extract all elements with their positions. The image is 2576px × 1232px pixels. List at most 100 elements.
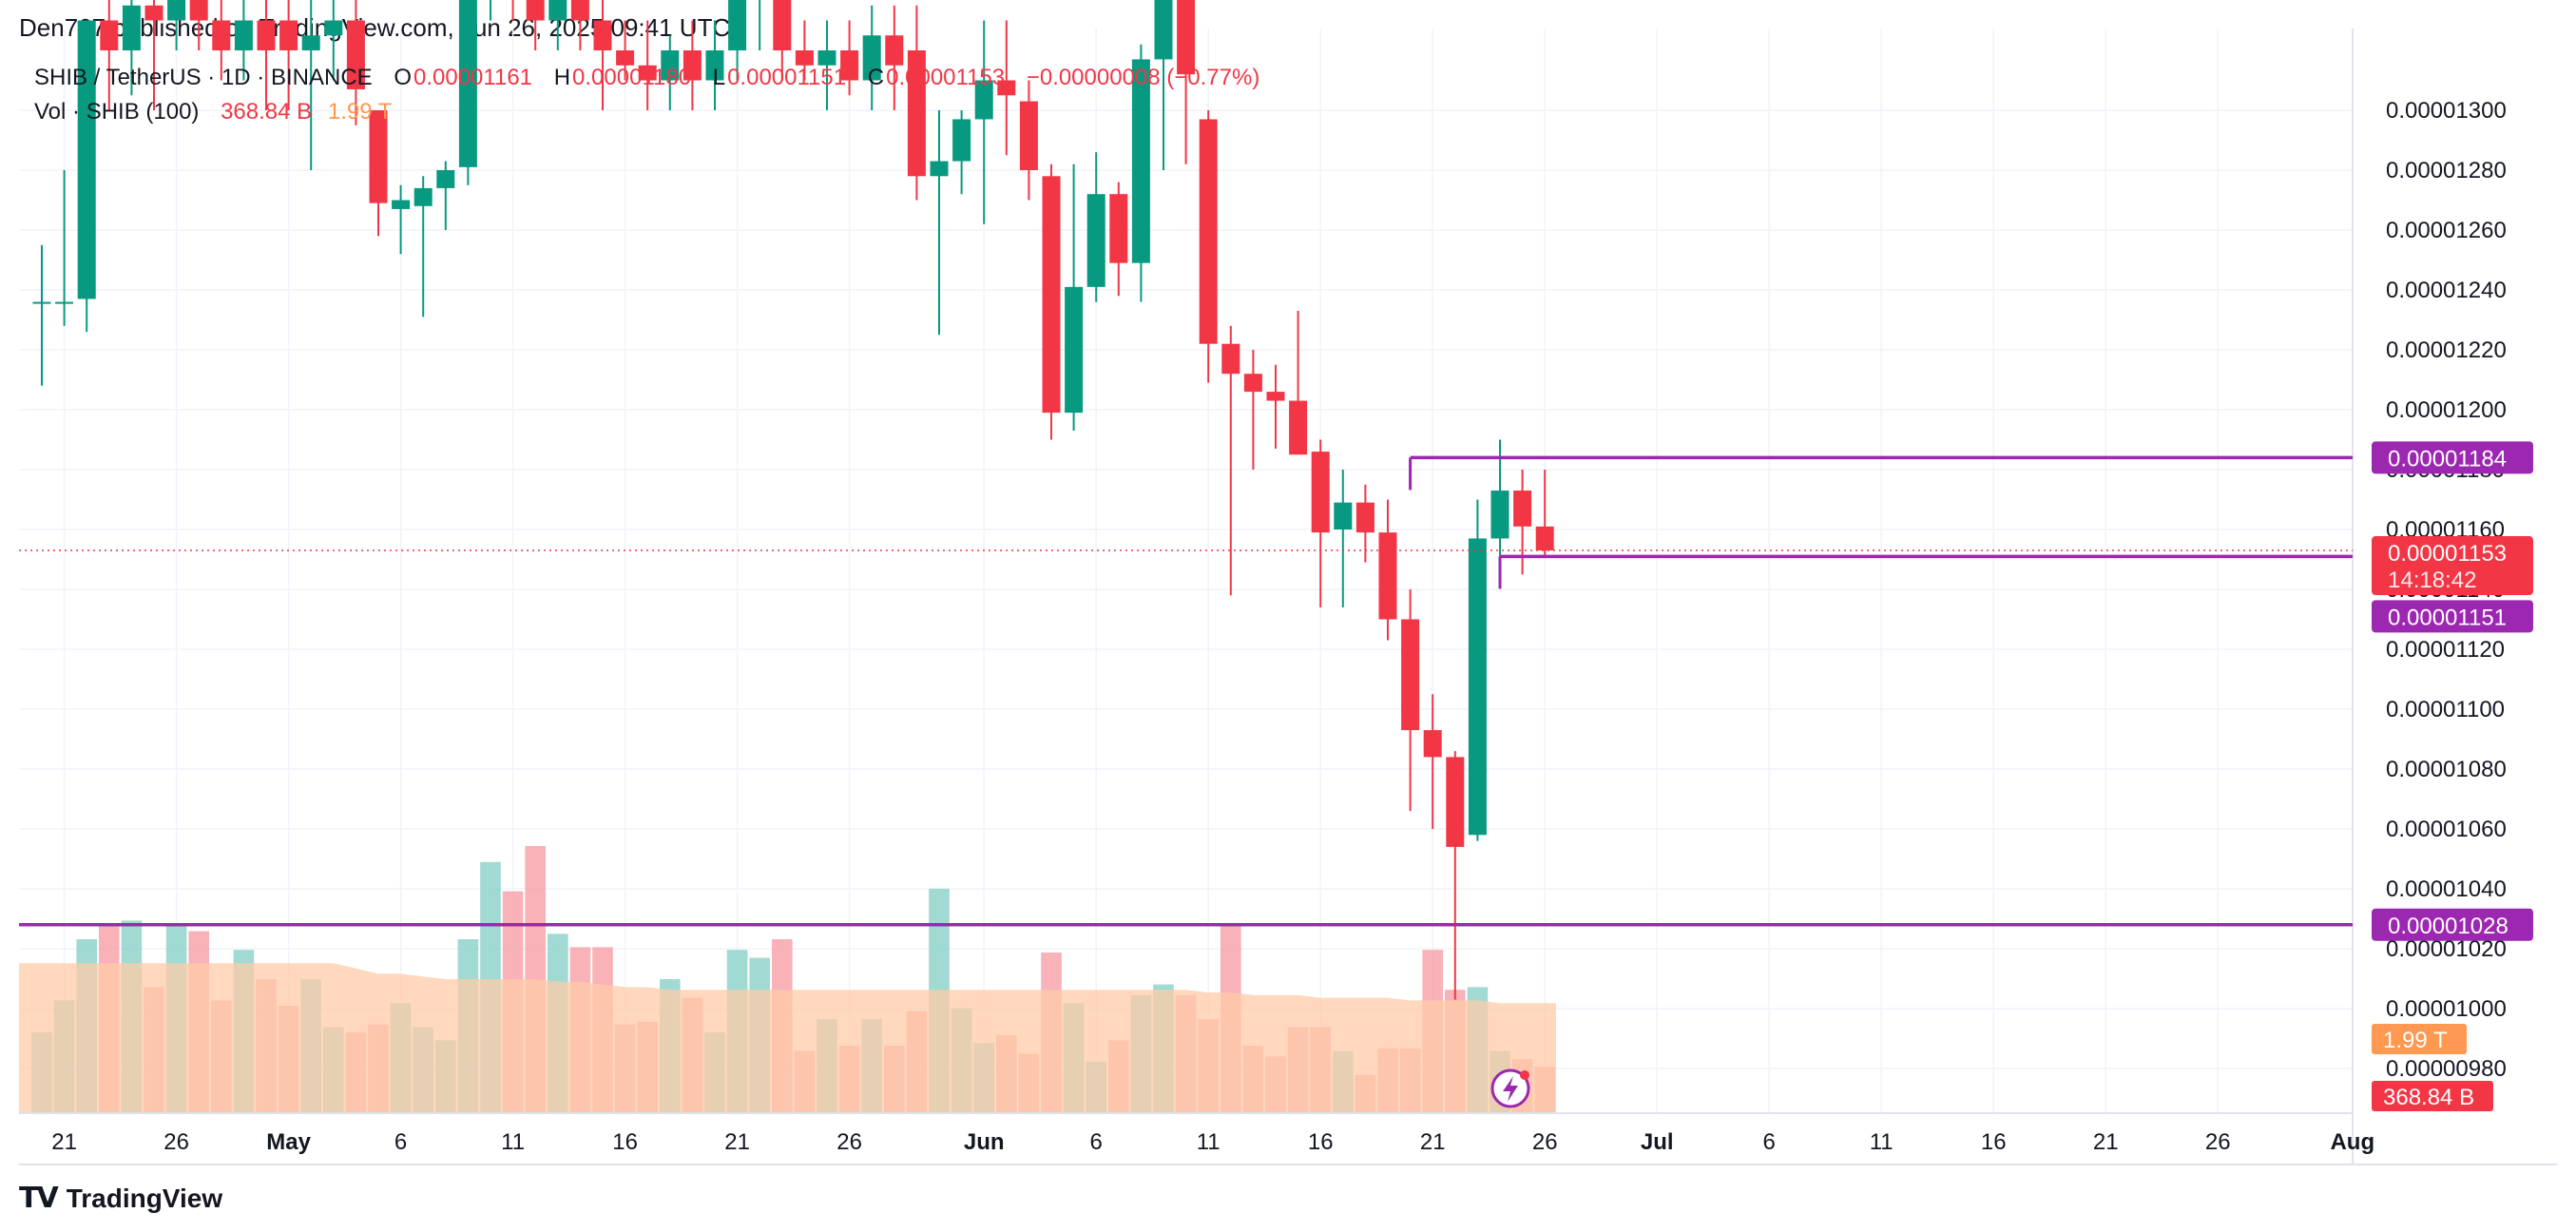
chart-grid bbox=[19, 29, 2557, 1165]
time-tick-label: 21 bbox=[2093, 1129, 2119, 1155]
price-tick-label: 0.00001300 bbox=[2386, 98, 2507, 124]
candle-body bbox=[885, 35, 904, 66]
candle-body bbox=[167, 0, 186, 21]
time-tick-label: 6 bbox=[394, 1129, 407, 1155]
price-tick-label: 0.00001060 bbox=[2386, 817, 2507, 842]
candle-body bbox=[189, 0, 208, 21]
volume-ma-area bbox=[19, 963, 1556, 1112]
candle-body bbox=[413, 187, 433, 206]
candle-body bbox=[1513, 491, 1532, 527]
candle-body bbox=[234, 20, 253, 50]
candle-body bbox=[1131, 59, 1150, 263]
price-tick-label: 0.00001120 bbox=[2386, 637, 2505, 663]
time-tick-label: 11 bbox=[1870, 1129, 1894, 1155]
price-tick-label: 0.00001100 bbox=[2386, 697, 2505, 722]
candle-body bbox=[1243, 374, 1262, 393]
candle-body bbox=[346, 20, 365, 89]
candle-body bbox=[144, 5, 163, 21]
candle-body bbox=[840, 50, 859, 81]
candle-body bbox=[773, 0, 792, 50]
candle-body bbox=[930, 161, 949, 177]
candle-body bbox=[1423, 730, 1442, 758]
candle-body bbox=[795, 50, 814, 66]
candle-body bbox=[548, 0, 567, 21]
candle-body bbox=[570, 0, 589, 21]
time-tick-label: Jul bbox=[1641, 1129, 1674, 1155]
candle-body bbox=[728, 0, 747, 50]
horizontal-levels[interactable] bbox=[19, 455, 2353, 927]
time-axis[interactable]: 21 26 May 6 11 16 21 26 Jun 6 11 16 21 26 Jul 6 11 16 21 26… bbox=[51, 1129, 2374, 1155]
candle-body bbox=[1378, 532, 1397, 620]
volume-ma-value: 1.99 T bbox=[327, 99, 393, 125]
candle-body bbox=[1109, 194, 1128, 263]
flash-icon[interactable] bbox=[1490, 1068, 1530, 1108]
candle-body bbox=[279, 20, 298, 50]
price-tick-label: 0.00001200 bbox=[2386, 397, 2507, 423]
candle-body bbox=[301, 35, 320, 50]
candle-body bbox=[907, 50, 926, 177]
candle-body bbox=[682, 50, 702, 81]
price-tick-label: 0.00001040 bbox=[2386, 876, 2507, 902]
level-price-tag: 0.00001184 bbox=[2388, 446, 2507, 472]
candle-body bbox=[32, 301, 51, 304]
high-value: 0.00001180 bbox=[572, 65, 692, 90]
price-tick-label: 0.00001080 bbox=[2386, 757, 2507, 782]
candle-body bbox=[392, 200, 411, 209]
candle-body bbox=[705, 50, 724, 81]
candle-body bbox=[1311, 452, 1330, 533]
open-value: 0.00001161 bbox=[413, 65, 533, 90]
time-tick-label: Jun bbox=[964, 1129, 1005, 1155]
volume-last-tag-bg bbox=[2372, 1081, 2493, 1111]
open-label: O bbox=[394, 65, 412, 90]
candle-body bbox=[458, 0, 477, 167]
candle-body bbox=[1042, 176, 1061, 414]
candle-body bbox=[1154, 0, 1173, 60]
time-tick-label: 26 bbox=[836, 1129, 862, 1155]
price-tick-label: 0.00001260 bbox=[2386, 218, 2507, 243]
candle-body bbox=[1535, 526, 1554, 551]
ohlc-legend: SHIB / TetherUS · 1D · BINANCE O0.000011… bbox=[34, 65, 1275, 91]
candle-body bbox=[1199, 119, 1218, 344]
volume-indicator-title[interactable]: Vol · SHIB (100) bbox=[34, 99, 200, 125]
candle-body bbox=[369, 110, 388, 203]
time-tick-label: 21 bbox=[724, 1129, 750, 1155]
time-tick-label: 16 bbox=[612, 1129, 638, 1155]
price-tick-label: 0.00000980 bbox=[2386, 1056, 2507, 1082]
candle-body bbox=[436, 170, 455, 188]
candle-body bbox=[77, 20, 96, 299]
footer-brand[interactable]: 𝗧𝗩 TradingView bbox=[19, 1182, 222, 1215]
price-tick-label: 0.00001000 bbox=[2386, 996, 2507, 1022]
candle-body bbox=[1490, 491, 1509, 539]
time-tick-label: 21 bbox=[51, 1129, 77, 1155]
candle-body bbox=[55, 301, 74, 304]
level-price-tag-bg bbox=[2372, 600, 2533, 633]
candle-body bbox=[212, 20, 231, 50]
candle-body bbox=[997, 80, 1016, 96]
time-tick-label: May bbox=[266, 1129, 311, 1155]
time-tick-label: Aug bbox=[2330, 1129, 2374, 1155]
low-label: L bbox=[712, 65, 726, 90]
time-tick-label: 21 bbox=[1420, 1129, 1446, 1155]
symbol-title[interactable]: SHIB / TetherUS · 1D · BINANCE bbox=[34, 65, 373, 90]
volume-ma-tag: 1.99 T bbox=[2383, 1028, 2448, 1053]
time-tick-label: 11 bbox=[501, 1129, 525, 1155]
volume-legend: Vol · SHIB (100) 368.84 B 1.99 T bbox=[34, 99, 392, 125]
level-price-tag-bg bbox=[2372, 441, 2533, 474]
volume-value: 368.84 B bbox=[221, 99, 313, 125]
candle-body bbox=[1266, 392, 1285, 401]
candle-body bbox=[1355, 502, 1375, 533]
time-tick-label: 6 bbox=[1090, 1129, 1103, 1155]
candle-body bbox=[862, 35, 881, 81]
candle-body bbox=[1446, 757, 1465, 847]
candle-body bbox=[593, 20, 612, 50]
level-price-tag: 0.00001151 bbox=[2388, 605, 2507, 630]
candle-body bbox=[1468, 538, 1487, 836]
level-price-tag: 0.00001028 bbox=[2388, 914, 2509, 939]
candle-body bbox=[1019, 101, 1038, 170]
candle-body bbox=[1401, 619, 1420, 731]
price-tick-label: 0.00001280 bbox=[2386, 158, 2507, 183]
time-tick-label: 16 bbox=[1981, 1129, 2007, 1155]
time-tick-label: 16 bbox=[1308, 1129, 1334, 1155]
candle-body bbox=[122, 5, 141, 50]
